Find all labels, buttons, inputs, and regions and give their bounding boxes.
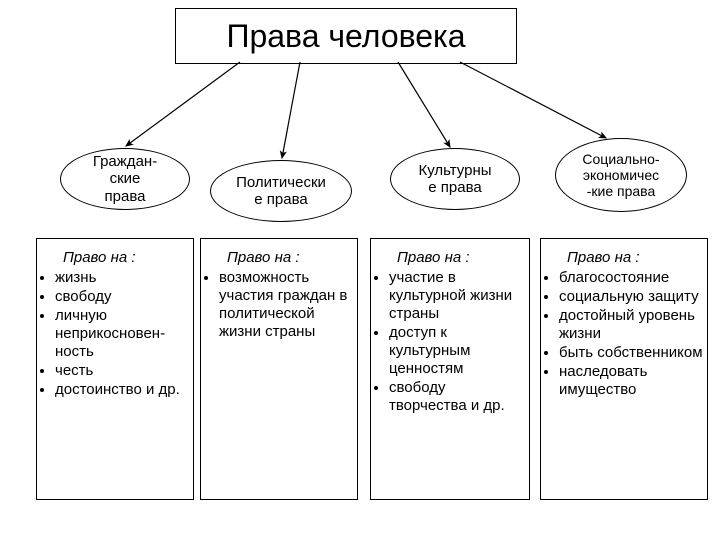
rights-item: быть собственником [559,344,703,362]
rights-list: благосостояние социальную защитудостойны… [545,269,703,399]
rights-list: участие в культурной жизни страныдоступ … [375,269,525,415]
category-ellipse-political: Политические права [210,160,352,222]
rights-item: возможность участия граждан в политическ… [219,269,353,341]
rights-list: жизньсвободуличную неприкосновен-ностьче… [41,269,189,399]
rights-subtitle: Право на : [41,249,189,267]
rights-item: участие в культурной жизни страны [389,269,525,323]
rights-box-cultural: Право на : участие в культурной жизни ст… [370,238,530,500]
rights-item: социальную защиту [559,288,703,306]
rights-subtitle: Право на : [545,249,703,267]
category-ellipse-cultural: Культурные права [390,148,520,210]
rights-item: достойный уровень жизни [559,307,703,343]
rights-box-political: Право на : возможность участия граждан в… [200,238,358,500]
rights-item: достоинство и др. [55,381,189,399]
rights-box-civil: Право на : жизньсвободуличную неприкосно… [36,238,194,500]
rights-item: благосостояние [559,269,703,287]
rights-item: личную неприкосновен-ность [55,307,189,361]
rights-item: свободу творчества и др. [389,379,525,415]
rights-item: честь [55,362,189,380]
rights-subtitle: Право на : [205,249,353,267]
rights-item: доступ к культурным ценностям [389,324,525,378]
rights-box-social: Право на : благосостояние социальную защ… [540,238,708,500]
category-ellipse-civil: Граждан-скиеправа [60,148,190,210]
rights-item: жизнь [55,269,189,287]
rights-subtitle: Право на : [375,249,525,267]
rights-item: свободу [55,288,189,306]
rights-item: наследовать имущество [559,363,703,399]
category-ellipse-social: Социально-экономичес-кие права [555,138,687,212]
rights-list: возможность участия граждан в политическ… [205,269,353,341]
page-title: Права человека [175,8,517,64]
